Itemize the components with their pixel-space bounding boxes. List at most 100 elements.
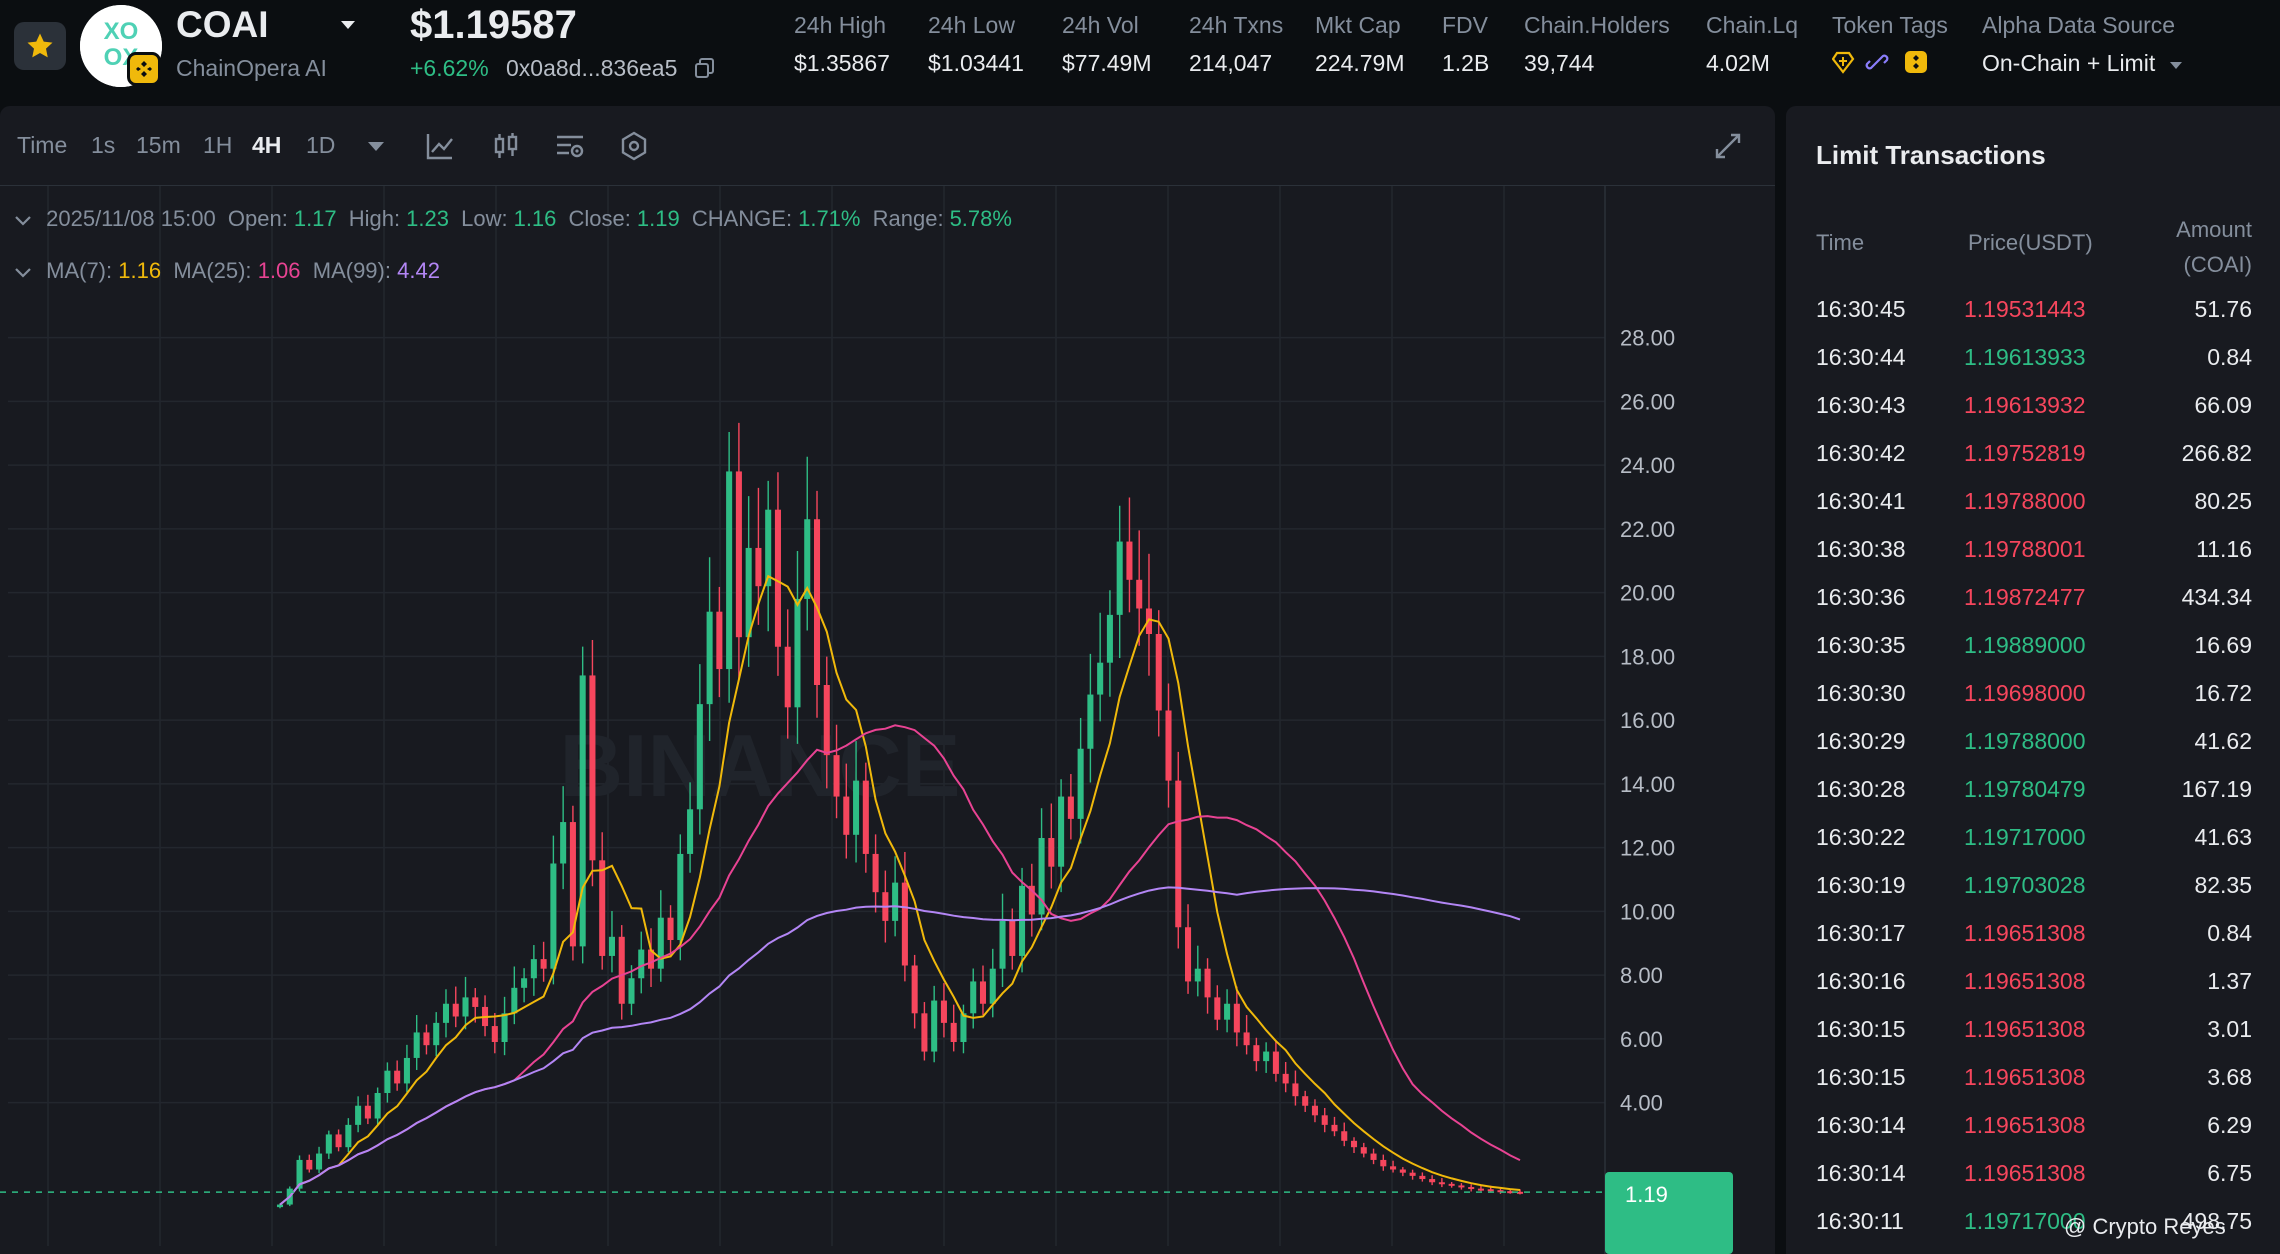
interval-4h[interactable]: 4H — [252, 132, 282, 158]
candle-body — [1048, 838, 1055, 867]
alpha-data-source[interactable]: Alpha Data Source On-Chain + Limit — [1982, 12, 2184, 77]
interval-1h[interactable]: 1H — [203, 132, 233, 158]
y-tick-label: 4.00 — [1620, 1091, 1663, 1116]
chevron-down-icon[interactable] — [2168, 59, 2184, 71]
bnb-tag-icon[interactable] — [1905, 51, 1927, 73]
alpha-data-source-value[interactable]: On-Chain + Limit — [1982, 50, 2156, 76]
candle-body — [755, 547, 762, 587]
tx-price: 1.19788001 — [1964, 536, 2086, 562]
candle-style-icon[interactable] — [490, 130, 522, 162]
candle-body — [677, 853, 684, 940]
last-price-tag: 1.19 — [1605, 1172, 1733, 1254]
y-tick-label: 12.00 — [1620, 836, 1675, 861]
candle-body — [1438, 1182, 1445, 1185]
tx-amount: 41.63 — [2194, 824, 2252, 850]
transaction-row: 16:30:15 1.19651308 3.01 — [1786, 1006, 2280, 1054]
expand-icon[interactable] — [1712, 130, 1744, 162]
tx-amount: 6.75 — [2207, 1160, 2252, 1186]
ma99-line — [279, 886, 1521, 1206]
y-tick-label: 26.00 — [1620, 389, 1675, 414]
candle-body — [442, 1003, 450, 1023]
tx-price: 1.19889000 — [1964, 632, 2086, 658]
collapse-chevron-icon[interactable] — [14, 266, 32, 278]
candle-body — [364, 1105, 371, 1119]
transaction-row: 16:30:11 1.19717000 498.75 — [1786, 1198, 2280, 1246]
indicator-icon[interactable] — [424, 130, 456, 162]
transaction-row: 16:30:16 1.19651308 1.37 — [1786, 958, 2280, 1006]
interval-1d[interactable]: 1D — [306, 132, 336, 158]
candle-body — [794, 598, 801, 708]
tx-time: 16:30:14 — [1816, 1112, 1906, 1138]
interval-1s[interactable]: 1s — [91, 132, 116, 158]
token-symbol[interactable]: COAI — [176, 4, 269, 45]
candlestick-chart[interactable]: BINANCE 4.00 6.00 8.00 10.00 12.00 14.00 16.00… — [0, 186, 1775, 1254]
tx-amount: 1.37 — [2207, 968, 2252, 994]
candle-body — [628, 978, 635, 1004]
tx-time: 16:30:22 — [1816, 824, 1906, 850]
high-value: 1.23 — [406, 206, 449, 231]
tx-price: 1.19717000 — [1964, 824, 2086, 850]
time-label: Time — [17, 132, 68, 158]
collapse-chevron-icon[interactable] — [14, 214, 32, 226]
candle-body — [296, 1159, 303, 1189]
candle-body — [999, 920, 1006, 969]
transaction-row: 16:30:15 1.19651308 3.68 — [1786, 1054, 2280, 1102]
ma25-value: 1.06 — [257, 258, 301, 283]
candle-body — [1370, 1153, 1377, 1160]
candle-body — [374, 1093, 381, 1119]
tx-price: 1.19703028 — [1964, 872, 2086, 898]
chart-settings-list-icon[interactable] — [554, 130, 586, 162]
candle-body — [316, 1153, 323, 1170]
tx-amount: 3.68 — [2207, 1064, 2252, 1090]
tx-amount: 82.35 — [2194, 872, 2252, 898]
tx-amount: 16.69 — [2194, 632, 2252, 658]
candle-body — [804, 519, 811, 599]
chevron-down-icon[interactable] — [338, 18, 358, 32]
stat-mkt-cap: Mkt Cap 224.79M — [1315, 12, 1405, 76]
candle-body — [706, 611, 713, 705]
chain-link-tag-icon[interactable] — [1865, 54, 1889, 70]
candle-body — [638, 949, 645, 979]
tx-time: 16:30:29 — [1816, 728, 1906, 754]
y-tick-label: 22.00 — [1620, 517, 1675, 542]
stat-24h-low: 24h Low $1.03441 — [928, 12, 1024, 76]
candle-body — [1077, 748, 1084, 819]
tx-amount: 0.84 — [2207, 344, 2252, 370]
candle-body — [403, 1057, 410, 1084]
candle-body — [599, 860, 606, 956]
tx-time: 16:30:28 — [1816, 776, 1906, 802]
candle-body — [335, 1134, 342, 1148]
limit-transactions-panel: Limit Transactions Time Price(USDT) Amou… — [1786, 106, 2280, 1254]
candle-body — [1448, 1183, 1455, 1186]
tx-amount: 498.75 — [2181, 1208, 2252, 1234]
more-intervals-icon[interactable] — [364, 136, 388, 156]
price-change: +6.62% — [410, 55, 489, 81]
candle-body — [306, 1159, 313, 1170]
transaction-row: 16:30:17 1.19651308 0.84 — [1786, 910, 2280, 958]
tx-price: 1.19651308 — [1964, 1064, 2086, 1090]
candle-body — [716, 611, 723, 670]
candle-body — [550, 863, 557, 969]
candle-body — [853, 780, 860, 835]
candle-body — [657, 917, 664, 969]
y-tick-label: 20.00 — [1620, 581, 1675, 606]
favorite-button[interactable] — [14, 22, 66, 70]
alpha-tag-icon[interactable] — [1831, 51, 1855, 74]
candle-body — [608, 936, 615, 956]
candle-body — [1126, 541, 1133, 580]
candles — [276, 422, 1524, 1209]
candle-body — [1067, 796, 1074, 819]
candle-body — [1009, 920, 1016, 956]
tx-price: 1.19651308 — [1964, 1016, 2086, 1042]
tx-time: 16:30:41 — [1816, 488, 1906, 514]
tx-time: 16:30:17 — [1816, 920, 1906, 946]
tx-price: 1.19717000 — [1964, 1208, 2086, 1234]
transaction-row: 16:30:28 1.19780479 167.19 — [1786, 766, 2280, 814]
candle-body — [618, 936, 625, 1004]
interval-15m[interactable]: 15m — [136, 132, 181, 158]
transaction-row: 16:30:35 1.19889000 16.69 — [1786, 622, 2280, 670]
copy-icon[interactable] — [694, 57, 716, 79]
token-header: XO OX COAI ChainOpera AI $1.19587 +6.62%… — [0, 0, 2280, 100]
hexagon-settings-icon[interactable] — [618, 130, 650, 162]
transaction-row: 16:30:44 1.19613933 0.84 — [1786, 334, 2280, 382]
